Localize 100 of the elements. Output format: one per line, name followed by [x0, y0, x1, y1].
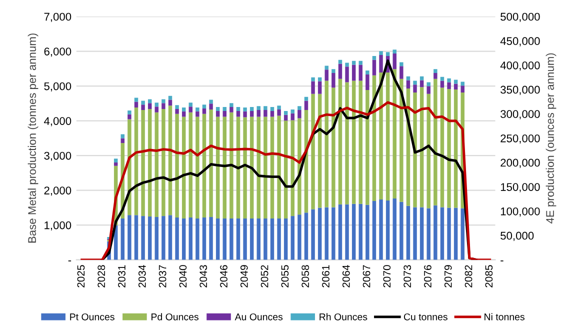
bar: [230, 112, 234, 218]
bar: [366, 74, 370, 90]
bar: [222, 218, 227, 260]
bar: [345, 82, 349, 204]
bar: [440, 88, 444, 208]
x-tick-label: 2040: [179, 265, 187, 288]
bar: [236, 107, 240, 111]
x-tick-label: 2025: [77, 265, 85, 288]
bar: [392, 54, 396, 70]
bar: [182, 108, 186, 112]
bar: [332, 88, 336, 208]
bar: [372, 56, 376, 60]
bar: [332, 69, 336, 73]
bar: [358, 204, 362, 260]
y2-axis-title: 4E production (ounces per annum): [546, 53, 556, 224]
bar: [141, 216, 145, 260]
bar: [230, 218, 234, 260]
bar: [304, 212, 308, 260]
bar: [209, 217, 213, 260]
bar: [250, 218, 254, 260]
bar: [256, 106, 260, 110]
bar: [128, 110, 132, 114]
bar: [264, 110, 268, 117]
bar: [406, 76, 410, 80]
bar: [120, 218, 125, 260]
legend-label: Rh Ounces: [320, 313, 368, 320]
x-tick-label: 2052: [260, 265, 268, 288]
bar: [230, 103, 234, 108]
bar: [379, 51, 383, 55]
bar: [209, 104, 213, 110]
bar: [256, 110, 260, 117]
bar: [270, 110, 274, 117]
bar: [284, 110, 288, 115]
bar: [209, 100, 213, 104]
bar: [243, 111, 247, 118]
legend-label: Pd Ounces: [152, 313, 198, 320]
bar: [264, 218, 268, 260]
x-tick-label: 2079: [444, 265, 452, 288]
bar: [413, 92, 417, 208]
bar: [426, 86, 430, 94]
legend-label: Cu tonnes: [404, 313, 448, 320]
bar: [298, 214, 302, 260]
bar: [366, 70, 370, 74]
bar: [318, 208, 322, 260]
y2-tick-label: 50,000: [500, 232, 534, 241]
bar: [413, 80, 417, 85]
bar: [162, 99, 166, 104]
bar: [277, 116, 281, 218]
bar: [454, 208, 458, 260]
y-tick-label: 5,000: [44, 82, 72, 92]
x-tick-label: 2058: [302, 265, 310, 288]
x-tick-label: 2055: [281, 265, 289, 288]
y-axis-title: Base Metal production (tonnes per annum): [28, 34, 38, 243]
bar: [182, 218, 186, 260]
y2-tick-label: 200,000: [500, 158, 540, 168]
bar: [358, 64, 362, 81]
bar: [311, 94, 315, 210]
bar: [366, 90, 370, 205]
x-tick-label: 2043: [200, 265, 208, 288]
x-tick-label: 2064: [342, 265, 350, 288]
x-tick-label: 2046: [220, 265, 228, 288]
bar: [440, 76, 444, 81]
x-tick-label: 2061: [322, 265, 330, 288]
bar: [277, 109, 281, 116]
y2-tick-label: -: [500, 260, 504, 262]
bar: [413, 207, 417, 260]
bar: [222, 110, 227, 117]
bar: [128, 215, 132, 260]
bar: [420, 207, 424, 260]
x-tick-label: 2049: [240, 265, 248, 288]
bar: [256, 218, 260, 260]
bar: [188, 218, 193, 260]
bar: [379, 200, 383, 260]
y-tick-label: 2,000: [44, 186, 72, 196]
bar: [460, 208, 464, 260]
bar: [392, 198, 396, 260]
bar: [400, 66, 404, 79]
y2-tick-label: 500,000: [500, 12, 540, 22]
bar: [420, 87, 424, 208]
bar: [434, 78, 438, 206]
y-tick-label: 4,000: [44, 117, 72, 126]
y-tick-label: 7,000: [44, 12, 72, 22]
bar: [196, 218, 200, 260]
bar: [270, 107, 274, 111]
bar: [202, 104, 206, 109]
bar: [358, 80, 362, 204]
bar: [298, 110, 302, 118]
x-tick-label: 2028: [98, 265, 106, 288]
y2-tick-label: 400,000: [500, 61, 540, 71]
bar: [352, 204, 356, 260]
bar: [236, 218, 240, 260]
bar: [202, 108, 206, 114]
bar: [154, 217, 159, 260]
bar: [460, 86, 464, 92]
bar: [392, 69, 396, 199]
bar: [216, 218, 220, 260]
bar: [447, 208, 451, 260]
bar: [400, 78, 404, 202]
bar: [324, 207, 328, 260]
bar: [188, 102, 193, 107]
